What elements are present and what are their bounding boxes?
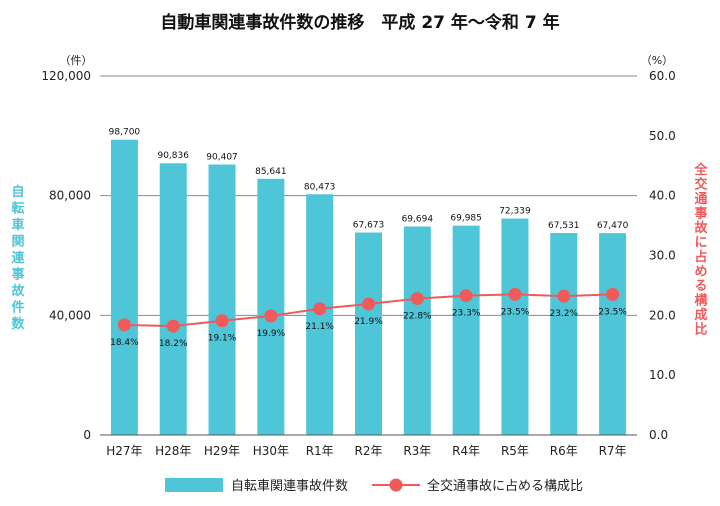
ratio-value-label: 18.2% xyxy=(159,339,188,349)
bar-value-label: 80,473 xyxy=(304,182,336,192)
ratio-value-label: 22.8% xyxy=(403,312,432,322)
right-tick-label: 30.0 xyxy=(649,249,676,263)
bar-value-label: 69,985 xyxy=(450,214,482,224)
ratio-value-label: 23.2% xyxy=(549,309,578,319)
left-tick-label: 80,000 xyxy=(49,189,91,203)
ratio-value-label: 18.4% xyxy=(110,338,139,348)
x-tick-label: R6年 xyxy=(550,444,578,458)
ratio-value-label: 21.9% xyxy=(354,317,383,327)
legend-bar-swatch xyxy=(165,478,223,492)
bar-series: 98,700 90,836 90,407 85,641 80,473 67,673 69,6… xyxy=(109,128,629,435)
axis-titles: 自転車関連事故件数 全交通事故に占める構成比 xyxy=(11,162,708,338)
bar xyxy=(355,232,382,435)
ratio-point xyxy=(264,309,278,323)
bar-value-label: 67,531 xyxy=(548,221,580,231)
axes: 0 40,000 80,000 120,000 0.0 10.0 20.0 30.0 40.0 5… xyxy=(41,69,675,458)
left-axis-unit: （件） xyxy=(60,54,93,67)
bar xyxy=(159,163,187,435)
legend: 自転車関連事故件数 全交通事故に占める構成比 xyxy=(165,478,583,494)
ratio-value-label: 23.5% xyxy=(598,307,627,317)
bar-value-label: 90,407 xyxy=(206,153,238,163)
bar xyxy=(208,164,236,435)
ratio-point xyxy=(117,318,131,332)
bar-value-label: 85,641 xyxy=(255,167,287,177)
ratio-point xyxy=(166,319,180,333)
ratio-value-label: 19.9% xyxy=(257,329,286,339)
bar xyxy=(599,233,627,435)
x-tick-label: H30年 xyxy=(253,444,289,458)
right-tick-label: 0.0 xyxy=(649,428,668,442)
bar xyxy=(501,218,529,435)
ratio-point xyxy=(459,289,473,303)
bar-value-label: 67,673 xyxy=(353,221,385,231)
right-axis-title: 全交通事故に占める構成比 xyxy=(693,162,708,338)
x-tick-label: H29年 xyxy=(204,444,240,458)
x-tick-label: R2年 xyxy=(355,444,383,458)
ratio-point xyxy=(557,289,571,303)
line-series: 18.4% 18.2% 19.1% 19.9% 21.1% 21.9% 22.8% 23.3%… xyxy=(110,287,627,349)
left-tick-label: 40,000 xyxy=(49,308,91,322)
legend-line-marker xyxy=(389,478,403,492)
x-tick-label: H27年 xyxy=(106,444,142,458)
chart-title: 自動車関連事故件数の推移 平成 27 年〜令和 7 年 xyxy=(160,12,559,33)
legend-bar-label: 自転車関連事故件数 xyxy=(231,479,348,494)
ratio-point xyxy=(508,287,522,301)
ratio-value-label: 19.1% xyxy=(208,334,237,344)
x-tick-label: R1年 xyxy=(306,444,334,458)
ratio-value-label: 21.1% xyxy=(305,322,334,332)
bar xyxy=(257,178,285,435)
bar-value-label: 69,694 xyxy=(402,214,434,224)
x-tick-label: R4年 xyxy=(452,444,480,458)
ratio-point xyxy=(215,314,229,328)
right-tick-label: 60.0 xyxy=(649,69,676,83)
right-tick-label: 10.0 xyxy=(649,368,676,382)
x-tick-label: R5年 xyxy=(501,444,529,458)
ratio-point xyxy=(313,302,327,316)
bar xyxy=(550,232,578,435)
bar xyxy=(110,139,138,435)
left-axis-title: 自転車関連事故件数 xyxy=(11,184,25,332)
x-tick-label: R7年 xyxy=(599,444,627,458)
legend-line-label: 全交通事故に占める構成比 xyxy=(427,478,583,494)
bar xyxy=(452,225,480,435)
bar-value-label: 90,836 xyxy=(157,151,189,161)
right-tick-label: 40.0 xyxy=(649,189,676,203)
bar-value-label: 72,339 xyxy=(499,207,531,217)
bar-value-label: 67,470 xyxy=(597,221,629,231)
bar-value-label: 98,700 xyxy=(109,128,141,138)
right-axis-unit: （%） xyxy=(641,54,673,67)
right-tick-label: 50.0 xyxy=(649,129,676,143)
right-tick-label: 20.0 xyxy=(649,308,676,322)
ratio-value-label: 23.3% xyxy=(452,309,481,319)
bar xyxy=(403,226,431,435)
ratio-point xyxy=(362,297,375,311)
ratio-point xyxy=(606,287,620,301)
ratio-point xyxy=(410,292,424,306)
x-tick-label: H28年 xyxy=(155,444,191,458)
x-tick-label: R3年 xyxy=(403,444,431,458)
left-tick-label: 0 xyxy=(83,428,91,442)
ratio-value-label: 23.5% xyxy=(501,307,530,317)
left-tick-label: 120,000 xyxy=(41,69,91,83)
